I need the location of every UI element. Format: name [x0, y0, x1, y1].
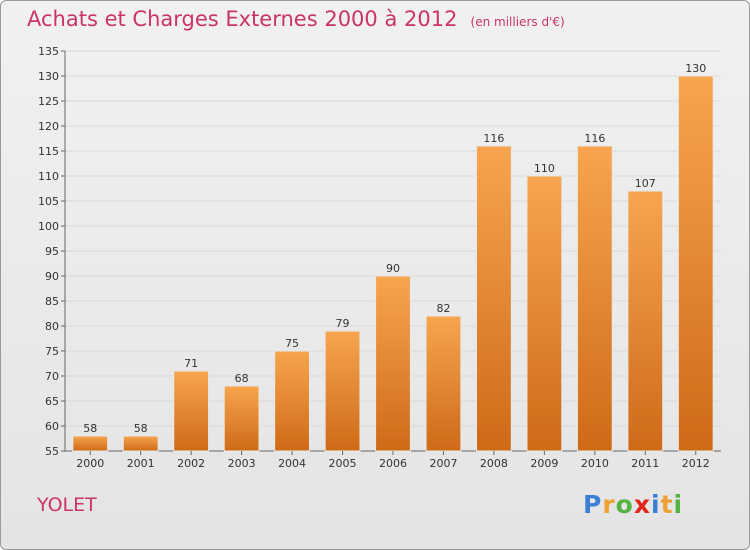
x-tick-label: 2009 — [530, 457, 558, 470]
bar — [173, 370, 210, 452]
proxiti-logo[interactable]: Proxiti — [583, 490, 683, 519]
data-label: 71 — [184, 357, 198, 370]
data-label: 58 — [83, 422, 97, 435]
y-tick-label: 105 — [38, 195, 59, 208]
y-tick-label: 90 — [45, 270, 59, 283]
y-tick-label: 110 — [38, 170, 59, 183]
bar — [576, 145, 613, 452]
data-label: 107 — [635, 177, 656, 190]
data-label: 82 — [436, 302, 450, 315]
x-tick-label: 2011 — [631, 457, 659, 470]
y-tick-label: 70 — [45, 370, 59, 383]
logo-letter: P — [583, 490, 603, 519]
x-tick-label: 2000 — [76, 457, 104, 470]
x-tick-label: 2002 — [177, 457, 205, 470]
y-tick-label: 120 — [38, 120, 59, 133]
logo-letter: o — [615, 490, 634, 519]
bar — [375, 275, 411, 452]
data-label: 68 — [235, 372, 249, 385]
bar — [677, 75, 714, 452]
bar — [324, 330, 361, 452]
x-tick-label: 2001 — [127, 457, 155, 470]
x-tick-label: 2010 — [581, 457, 609, 470]
y-tick-label: 95 — [45, 245, 59, 258]
x-tick-label: 2012 — [682, 457, 710, 470]
logo-letter: x — [633, 490, 651, 519]
logo-letter: i — [673, 490, 684, 519]
y-tick-label: 135 — [38, 45, 59, 58]
x-tick-label: 2003 — [228, 457, 256, 470]
y-tick-label: 55 — [45, 445, 59, 458]
y-tick-label: 85 — [45, 295, 59, 308]
data-label: 79 — [336, 317, 350, 330]
bar — [72, 435, 109, 452]
chart-subtitle: (en milliers d'€) — [470, 15, 565, 29]
data-label: 90 — [386, 262, 400, 275]
x-tick-label: 2007 — [429, 457, 457, 470]
x-tick-label: 2005 — [329, 457, 357, 470]
bar — [274, 350, 310, 452]
y-tick-label: 100 — [38, 220, 59, 233]
y-tick-label: 115 — [38, 145, 59, 158]
y-tick-label: 60 — [45, 420, 59, 433]
y-tick-label: 65 — [45, 395, 59, 408]
bar — [425, 315, 462, 452]
data-label: 110 — [534, 162, 555, 175]
data-label: 130 — [685, 62, 706, 75]
title-block: Achats et Charges Externes 2000 à 2012 (… — [27, 7, 565, 31]
y-tick-label: 75 — [45, 345, 59, 358]
x-tick-label: 2004 — [278, 457, 306, 470]
y-tick-label: 80 — [45, 320, 59, 333]
data-label: 116 — [584, 132, 605, 145]
bar — [223, 385, 260, 452]
logo-letter: i — [651, 490, 661, 519]
logo-letter: r — [602, 490, 616, 519]
x-tick-label: 2006 — [379, 457, 407, 470]
bar — [627, 190, 664, 452]
data-label: 75 — [285, 337, 299, 350]
data-label: 58 — [134, 422, 148, 435]
bar — [122, 435, 159, 452]
y-tick-label: 130 — [38, 70, 59, 83]
bar — [476, 145, 512, 452]
y-tick-label: 125 — [38, 95, 59, 108]
data-label: 116 — [483, 132, 504, 145]
bar — [526, 175, 563, 452]
x-tick-label: 2008 — [480, 457, 508, 470]
commune-name: YOLET — [37, 494, 97, 516]
logo-letter: t — [660, 490, 674, 519]
chart-title: Achats et Charges Externes 2000 à 2012 — [27, 7, 458, 31]
